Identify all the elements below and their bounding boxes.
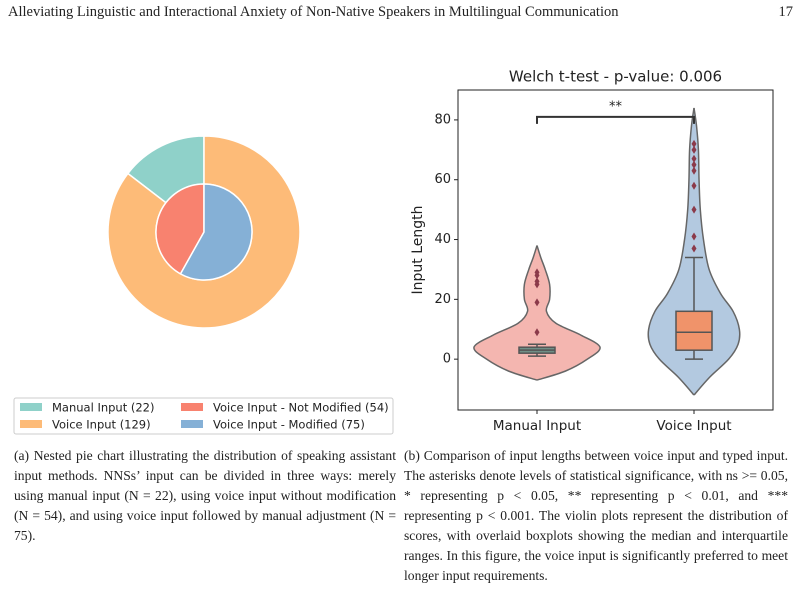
violin-outline <box>473 245 538 381</box>
caption-a: (a) Nested pie chart illustrating the di… <box>14 448 396 543</box>
box <box>675 310 713 351</box>
legend-swatch <box>20 420 42 428</box>
legend-label: Manual Input (22) <box>52 401 154 415</box>
y-tick-label: 80 <box>434 112 451 127</box>
legend-label: Voice Input - Not Modified (54) <box>213 401 389 415</box>
outlier <box>691 154 697 163</box>
outlier <box>691 232 697 241</box>
y-tick-label: 0 <box>443 352 451 367</box>
legend-swatch <box>181 403 203 411</box>
legend-swatch <box>20 403 42 411</box>
legend-box <box>13 397 394 435</box>
caption-b: (b) Comparison of input lengths between … <box>404 448 788 583</box>
legend-label: Voice Input - Modified (75) <box>213 418 365 432</box>
violin-fill <box>694 107 740 396</box>
pie-wedge <box>155 183 205 275</box>
running-title: Alleviating Linguistic and Interactional… <box>8 4 619 20</box>
violin-fill <box>648 107 694 396</box>
violin-outline <box>536 245 601 381</box>
outlier <box>691 139 697 148</box>
outlier <box>691 166 697 175</box>
significance-bracket <box>536 115 695 124</box>
y-axis-label: Input Length <box>410 206 426 295</box>
outlier <box>691 160 697 169</box>
violin-outline <box>647 107 695 396</box>
outlier <box>691 181 697 190</box>
violin-outline <box>693 107 741 396</box>
outlier <box>691 205 697 214</box>
significance-label: ** <box>609 99 623 114</box>
y-tick-label: 20 <box>434 292 451 307</box>
legend-label: Voice Input (129) <box>52 418 151 432</box>
outlier <box>534 268 540 277</box>
y-tick-label: 60 <box>434 172 451 187</box>
x-tick-label: Voice Input <box>656 418 731 434</box>
plot-frame <box>457 89 774 411</box>
chart-title: Welch t-test - p-value: 0.006 <box>509 68 722 86</box>
pie-wedge <box>179 183 253 281</box>
y-tick-label: 40 <box>434 232 451 247</box>
x-tick-label: Manual Input <box>493 418 581 434</box>
outlier <box>534 298 540 307</box>
outlier <box>534 328 540 337</box>
page-number: 17 <box>778 4 794 20</box>
legend-swatch <box>181 420 203 428</box>
outlier <box>691 244 697 253</box>
outlier <box>534 277 540 286</box>
outlier <box>691 145 697 154</box>
